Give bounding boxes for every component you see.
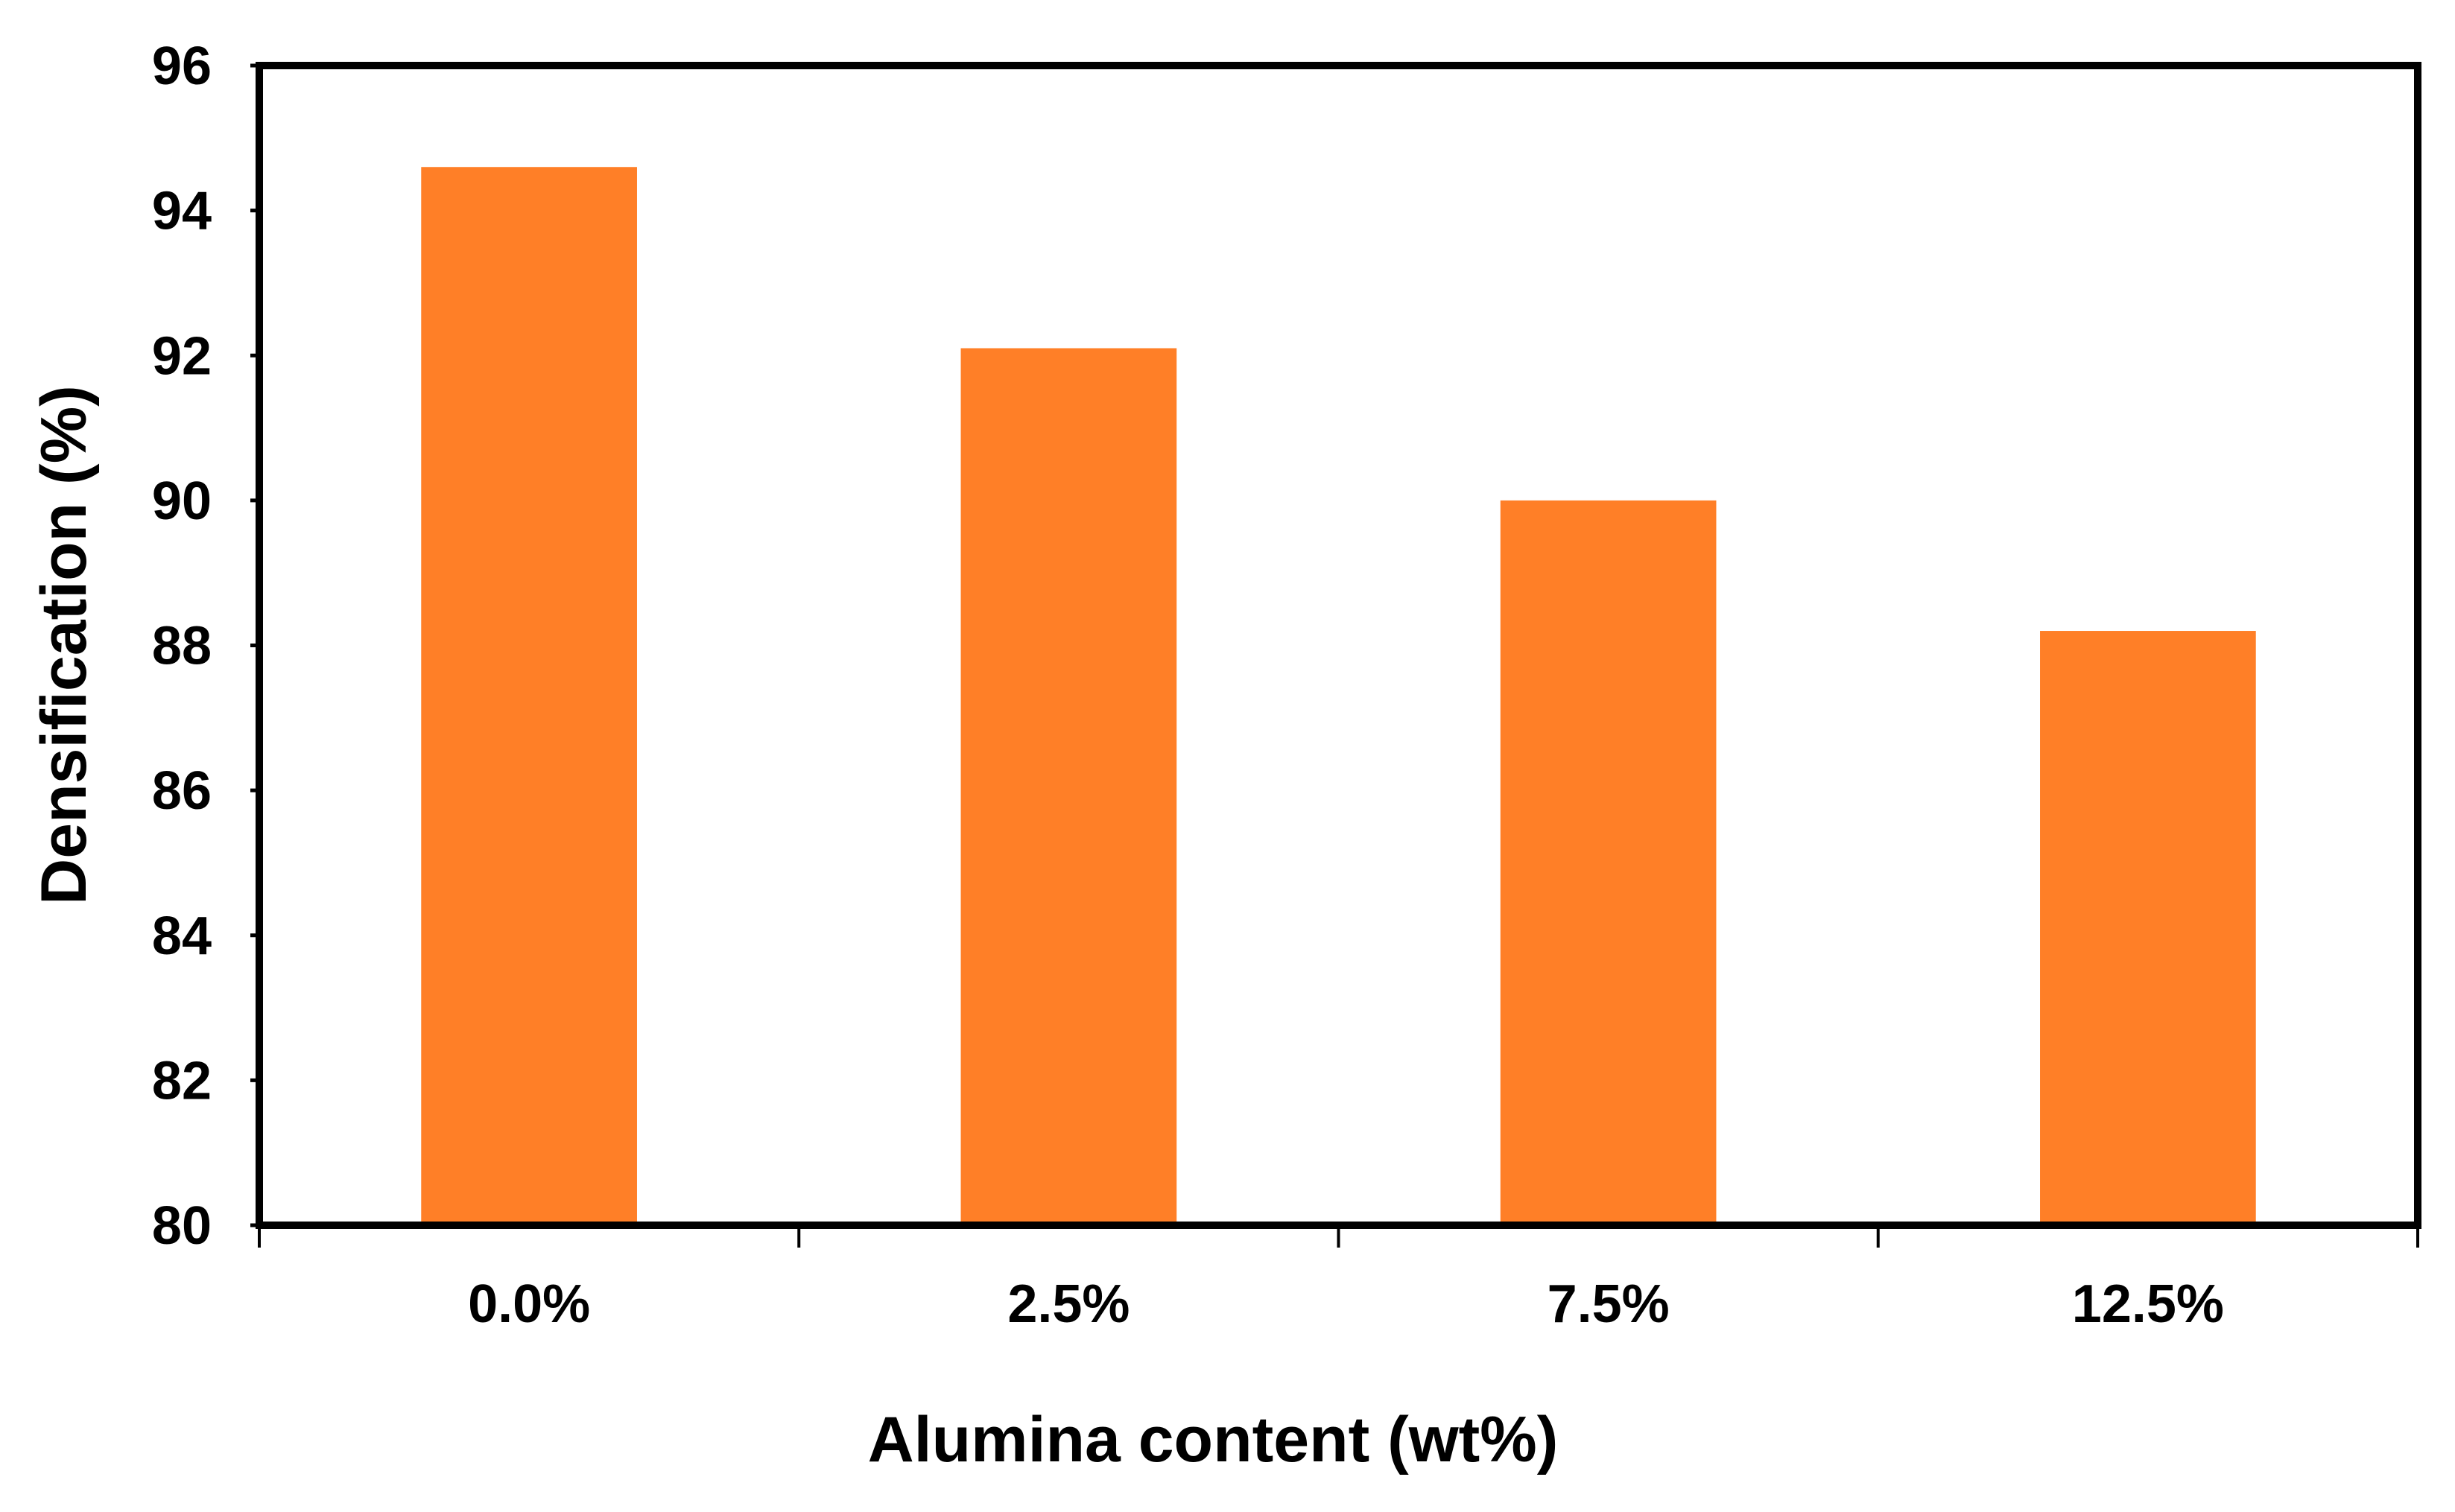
bars-group — [421, 167, 2256, 1225]
y-tick-label: 80 — [152, 1196, 212, 1256]
y-axis-title: Densification (%) — [28, 385, 100, 905]
x-tick-label: 0.0% — [468, 1274, 590, 1334]
y-axis: 80 82 84 86 88 90 92 94 96 — [152, 36, 259, 1256]
y-tick-label: 86 — [152, 761, 212, 821]
x-tick-label: 7.5% — [1548, 1274, 1670, 1334]
x-axis: 0.0% 2.5% 7.5% 12.5% — [258, 1225, 2419, 1334]
bar — [421, 167, 637, 1225]
y-tick-label: 96 — [152, 36, 212, 96]
y-tick-label: 82 — [152, 1051, 212, 1111]
x-axis-title: Alumina content (wt%) — [868, 1404, 1559, 1476]
y-tick-label: 88 — [152, 617, 212, 676]
bar — [1500, 500, 1717, 1225]
x-tick-label: 2.5% — [1007, 1274, 1130, 1334]
y-tick-label: 84 — [152, 906, 212, 966]
y-tick-label: 92 — [152, 326, 212, 386]
y-tick-label: 90 — [152, 471, 212, 531]
bar — [2040, 631, 2256, 1225]
x-tick-label: 12.5% — [2072, 1274, 2224, 1334]
y-tick-label: 94 — [152, 182, 212, 241]
bar — [960, 348, 1177, 1225]
